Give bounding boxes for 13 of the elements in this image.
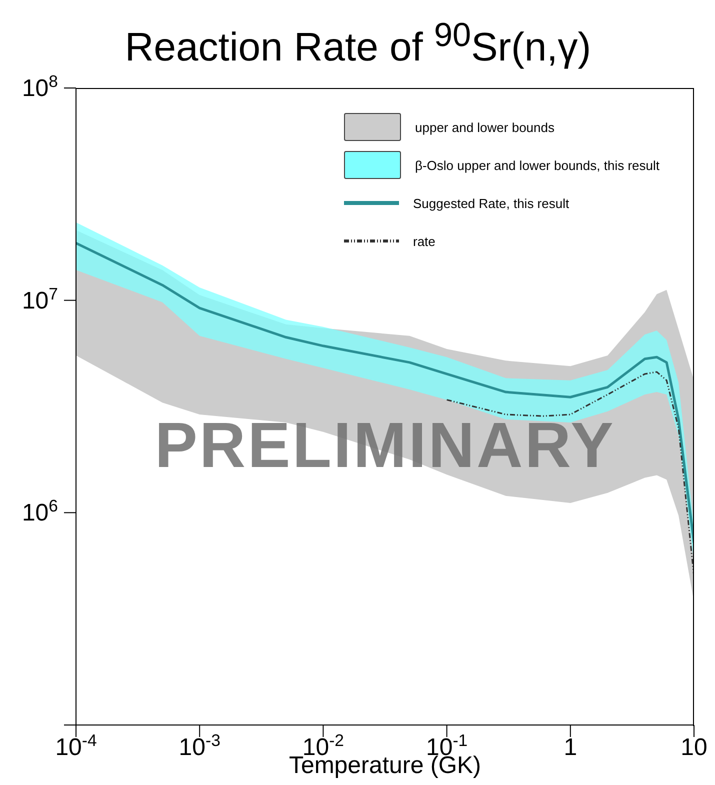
x-tick-label: 1: [564, 734, 578, 761]
annotation: PRELIMINARY: [154, 408, 616, 482]
legend-label: Suggested Rate, this result: [413, 196, 570, 210]
legend-label: rate: [413, 234, 436, 248]
y-tick-label: 10$^{7}$: [22, 284, 58, 314]
x-tick-label: 10: [680, 734, 708, 761]
legend-label: upper and lower bounds: [415, 120, 554, 134]
y-tick-label: 10$^{8}$: [22, 72, 58, 102]
x-tick-label: 10$^{-4}$: [55, 730, 97, 761]
chart-title: Reaction Rate of $^{90}$Sr(n,γ): [124, 16, 592, 70]
y-tick-label: 10$^{6}$: [22, 496, 58, 527]
x-tick-label: 10$^{-3}$: [178, 730, 220, 761]
legend-label: β-Oslo upper and lower bounds, this result: [415, 158, 660, 172]
